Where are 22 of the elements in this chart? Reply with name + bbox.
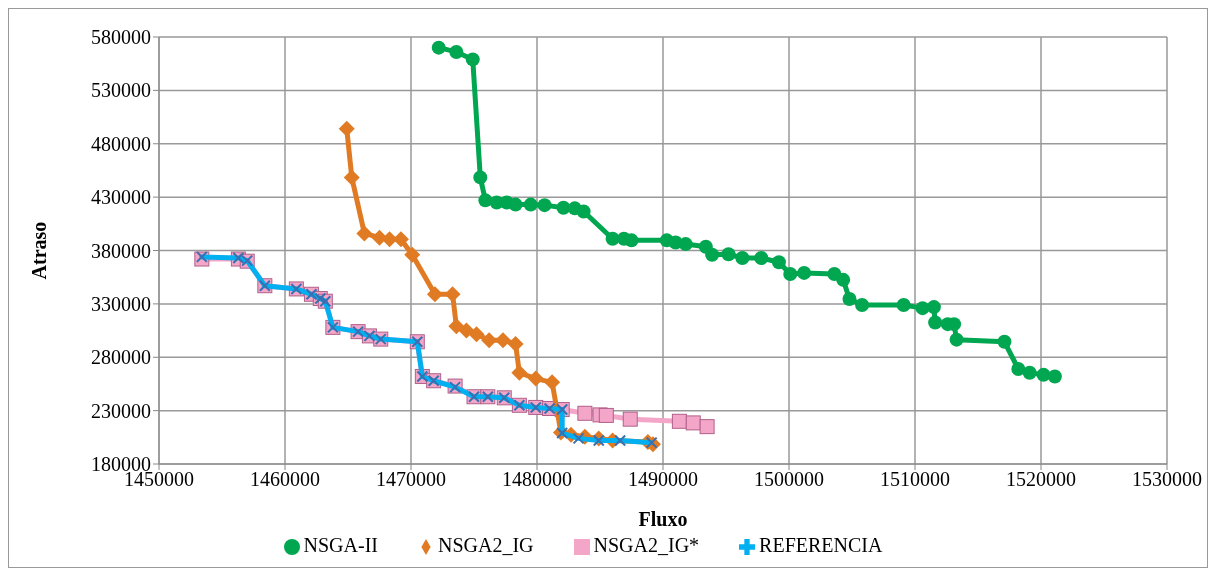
x-tick-label: 1530000 — [1132, 468, 1202, 491]
y-tick-label: 280000 — [91, 346, 151, 369]
legend-label: REFERENCIA — [759, 534, 883, 556]
x-tick-label: 1460000 — [250, 468, 320, 491]
y-tick-label: 430000 — [91, 186, 151, 209]
y-tick-label: 380000 — [91, 239, 151, 262]
legend-label: NSGA2_IG — [437, 534, 534, 556]
legend-label: NSGA-II — [303, 534, 378, 556]
y-tick-label: 480000 — [91, 132, 151, 155]
y-tick-label: 330000 — [91, 292, 151, 315]
x-tick-label: 1500000 — [754, 468, 824, 491]
x-axis-title: Fluxo — [638, 508, 688, 530]
y-tick-label: 230000 — [91, 399, 151, 422]
x-tick-label: 1480000 — [502, 468, 572, 491]
legend-label: NSGA2_IG* — [593, 534, 700, 556]
y-axis-title: Atraso — [28, 221, 51, 280]
y-tick-label: 580000 — [91, 26, 151, 49]
y-tick-label: 530000 — [91, 79, 151, 102]
x-tick-label: 1510000 — [880, 468, 950, 491]
x-tick-label: 1470000 — [376, 468, 446, 491]
x-tick-label: 1520000 — [1006, 468, 1076, 491]
x-tick-label: 1490000 — [628, 468, 698, 491]
